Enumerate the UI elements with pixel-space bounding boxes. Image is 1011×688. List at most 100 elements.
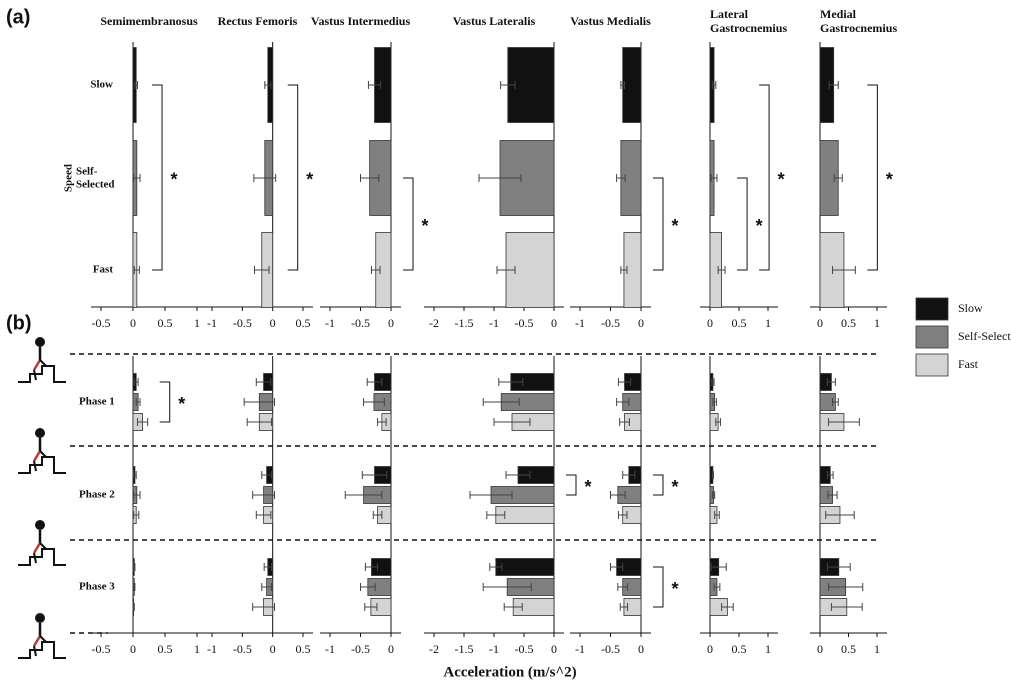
error-bar: [826, 563, 851, 571]
bracket-line: [653, 474, 664, 496]
x-tick-label: -1: [325, 642, 335, 656]
x-tick-label: -1: [575, 316, 585, 330]
error-bar: [264, 81, 272, 89]
significance-label: *: [671, 216, 678, 236]
legend-swatch: [915, 353, 949, 377]
x-tick-label: 0.5: [732, 316, 747, 330]
error-bar: [619, 603, 629, 611]
x-tick-label: -2: [429, 642, 439, 656]
x-tick-label: 0.5: [841, 642, 856, 656]
x-tick-label: -1.5: [455, 642, 474, 656]
panel-label: (b): [6, 312, 32, 334]
error-bar: [132, 603, 135, 611]
error-bar: [711, 81, 717, 89]
stair-icon: [16, 518, 68, 567]
x-tick-label: -0.5: [92, 642, 111, 656]
muscle-title: Semimembranosus: [100, 14, 198, 28]
error-bar: [828, 583, 864, 591]
error-bar: [498, 378, 524, 386]
error-bar: [610, 491, 626, 499]
x-tick-label: 1: [765, 316, 771, 330]
error-bar: [255, 511, 272, 519]
muscle-title: Medial Gastrocnemius: [820, 7, 897, 35]
x-tick-label: -0.5: [601, 316, 620, 330]
error-bar: [134, 81, 138, 89]
x-tick-label: -1: [207, 316, 217, 330]
significance-label: *: [671, 579, 678, 599]
error-bar: [493, 418, 531, 426]
x-tick-label: 0: [270, 642, 276, 656]
error-bar: [243, 398, 275, 406]
error-bar: [717, 266, 726, 274]
error-bar: [711, 378, 715, 386]
x-tick-label: -0.5: [515, 642, 534, 656]
phase-label: Phase 3: [79, 581, 115, 593]
significance-label: *: [306, 169, 313, 189]
error-bar: [827, 491, 838, 499]
error-bar: [372, 511, 383, 519]
x-axis-label: Acceleration (m/s^2): [443, 664, 576, 680]
error-bar: [616, 174, 626, 182]
error-bar: [500, 81, 516, 89]
x-tick-label: 0: [707, 642, 713, 656]
significance-bracket: [867, 84, 878, 271]
bar: [622, 47, 642, 123]
phase-label: Phase 1: [79, 396, 115, 408]
x-tick-label: 0: [388, 316, 394, 330]
bracket-line: [653, 566, 664, 608]
error-bar: [622, 471, 636, 479]
error-bar: [496, 266, 516, 274]
x-tick-label: 0: [817, 642, 823, 656]
error-bar: [361, 471, 388, 479]
error-bar: [366, 378, 383, 386]
x-tick-label: -0.5: [233, 642, 252, 656]
bracket-line: [759, 84, 770, 271]
error-bar: [469, 491, 513, 499]
x-tick-label: -0.5: [92, 316, 111, 330]
error-bar: [710, 563, 727, 571]
error-bar: [617, 378, 632, 386]
significance-label: *: [671, 477, 678, 497]
x-tick-label: 0.5: [296, 316, 311, 330]
error-bar: [246, 418, 272, 426]
x-tick-label: -1: [489, 316, 499, 330]
x-tick-label: -2: [429, 316, 439, 330]
error-bar: [833, 174, 843, 182]
error-bar: [610, 563, 624, 571]
x-tick-label: 0.5: [158, 316, 173, 330]
error-bar: [489, 563, 503, 571]
error-bar: [136, 418, 149, 426]
error-bar: [135, 398, 141, 406]
bracket-line: [159, 381, 171, 423]
x-tick-label: 1: [874, 642, 880, 656]
error-bar: [360, 174, 380, 182]
x-tick-label: -0.5: [351, 316, 370, 330]
significance-bracket: [403, 177, 414, 271]
error-bar: [825, 511, 855, 519]
error-bar: [828, 418, 860, 426]
significance-bracket: [759, 84, 770, 271]
stair-icons: [16, 335, 68, 660]
x-tick-label: 0.5: [296, 642, 311, 656]
significance-label: *: [756, 216, 763, 236]
x-tick-label: 0: [638, 642, 644, 656]
category-label: Self-Selected: [76, 165, 114, 190]
x-tick-label: -1: [325, 316, 335, 330]
x-tick-label: 0: [817, 316, 823, 330]
significance-label: *: [171, 169, 178, 189]
phase-label: Phase 2: [79, 489, 115, 501]
muscle-title: Rectus Femoris: [218, 14, 298, 28]
x-tick-label: 1: [194, 642, 200, 656]
x-tick-label: 0.5: [158, 642, 173, 656]
error-bar: [252, 491, 275, 499]
significance-label: *: [778, 169, 785, 189]
error-bar: [486, 511, 506, 519]
error-bar: [832, 398, 839, 406]
error-bar: [261, 583, 272, 591]
error-bar: [826, 378, 836, 386]
error-bar: [713, 583, 721, 591]
error-bar: [363, 398, 385, 406]
x-tick-label: 0: [551, 316, 557, 330]
legend-label: Fast: [958, 357, 979, 371]
